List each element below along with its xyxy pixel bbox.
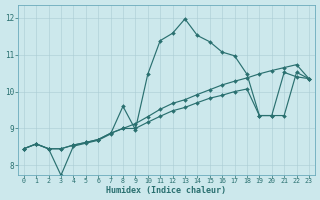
X-axis label: Humidex (Indice chaleur): Humidex (Indice chaleur) (106, 186, 226, 195)
